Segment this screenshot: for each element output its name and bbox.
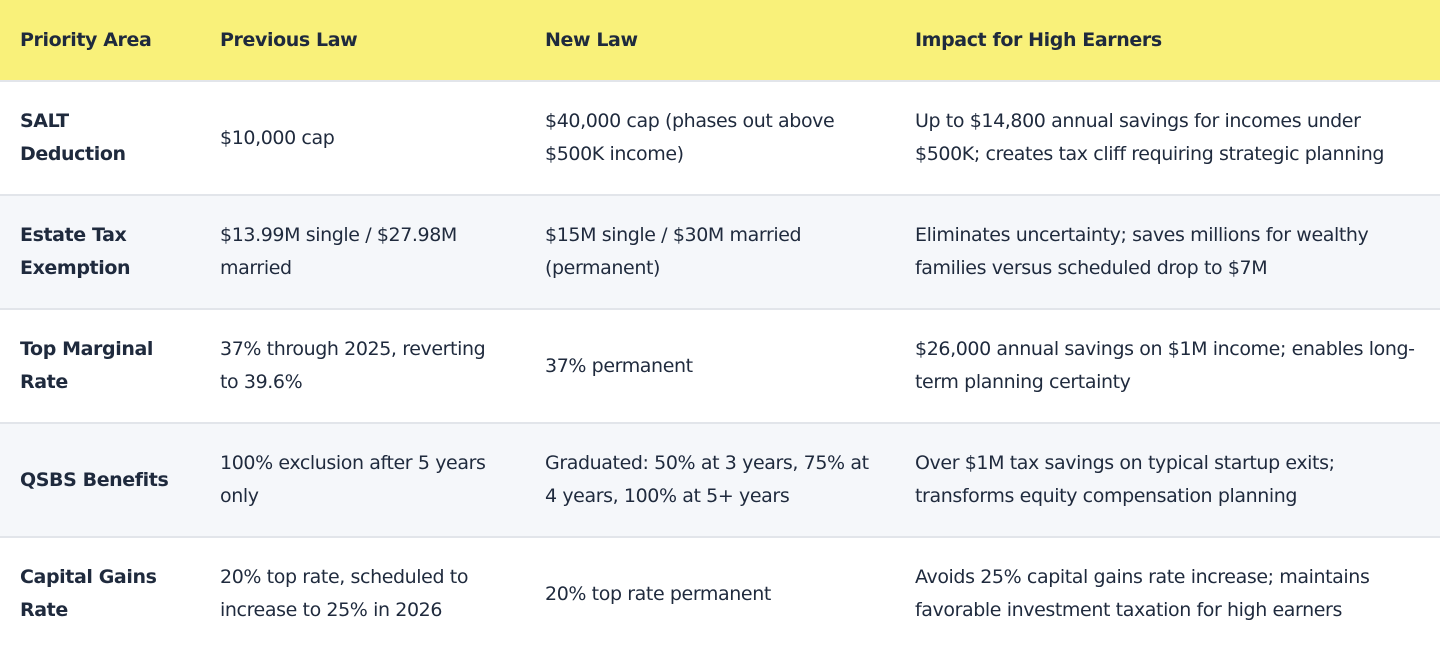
table-cell: Avoids 25% capital gains rate increase; … bbox=[895, 536, 1440, 645]
row-label: QSBS Benefits bbox=[0, 422, 200, 537]
table-row: QSBS Benefits 100% exclusion after 5 year… bbox=[0, 422, 1440, 537]
table-row: Capital Gains Rate 20% top rate, schedule… bbox=[0, 536, 1440, 645]
table-cell: Graduated: 50% at 3 years, 75% at 4 year… bbox=[525, 422, 895, 537]
table-cell: $26,000 annual savings on $1M income; en… bbox=[895, 308, 1440, 423]
table-cell: 20% top rate permanent bbox=[525, 536, 895, 645]
header-cell: Impact for High Earners bbox=[895, 0, 1440, 81]
table-row: SALT Deduction $10,000 cap $40,000 cap (ph… bbox=[0, 80, 1440, 195]
table-row: Top Marginal Rate 37% through 2025, rever… bbox=[0, 308, 1440, 423]
table-cell: 37% through 2025, reverting to 39.6% bbox=[200, 308, 525, 423]
table-body: SALT Deduction $10,000 cap $40,000 cap (ph… bbox=[0, 80, 1440, 645]
table-cell: $15M single / $30M married (permanent) bbox=[525, 194, 895, 309]
table-cell: 20% top rate, scheduled to increase to 2… bbox=[200, 536, 525, 645]
header-cell: Priority Area bbox=[0, 0, 200, 81]
row-label: Top Marginal Rate bbox=[0, 308, 200, 423]
table-cell: 100% exclusion after 5 years only bbox=[200, 422, 525, 537]
table-cell: Over $1M tax savings on typical startup … bbox=[895, 422, 1440, 537]
table-row: Estate Tax Exemption $13.99M single / $27… bbox=[0, 194, 1440, 309]
table-cell: 37% permanent bbox=[525, 308, 895, 423]
row-label: Capital Gains Rate bbox=[0, 536, 200, 645]
table-cell: $40,000 cap (phases out above $500K inco… bbox=[525, 80, 895, 195]
header-cell: Previous Law bbox=[200, 0, 525, 81]
table-cell: $10,000 cap bbox=[200, 80, 525, 195]
row-label: SALT Deduction bbox=[0, 80, 200, 195]
table-cell: Up to $14,800 annual savings for incomes… bbox=[895, 80, 1440, 195]
header-row: Priority Area Previous Law New Law Impact f… bbox=[0, 0, 1440, 81]
table-cell: Eliminates uncertainty; saves millions f… bbox=[895, 194, 1440, 309]
table-cell: $13.99M single / $27.98M married bbox=[200, 194, 525, 309]
row-label: Estate Tax Exemption bbox=[0, 194, 200, 309]
header-cell: New Law bbox=[525, 0, 895, 81]
